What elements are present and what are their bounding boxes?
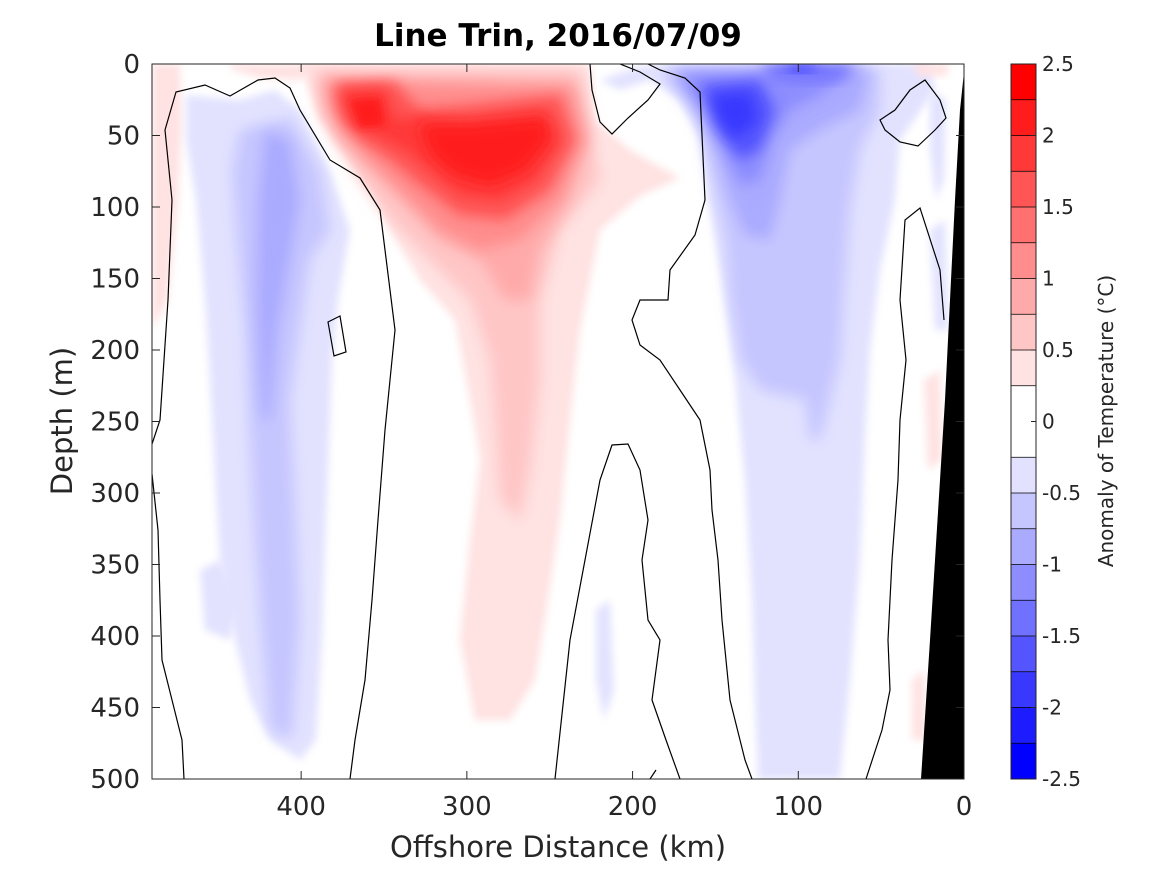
colorbar-band [1011,242,1036,279]
colorbar-tick-label: -2 [1042,696,1062,720]
anomaly-contour-region [200,560,240,640]
x-axis: 400 300 200 100 0 [276,64,972,822]
colorbar-band [1011,493,1036,529]
x-tick-label: 100 [773,792,823,822]
plot-area [152,64,964,779]
colorbar-band [1011,278,1036,315]
colorbar-tick-label: 0.5 [1042,338,1074,362]
colorbar-band [1011,350,1036,386]
y-tick-label: 250 [90,408,140,438]
colorbar-band [1011,528,1036,565]
x-tick-label: 0 [956,792,973,822]
anomaly-contour-region [712,92,758,140]
anomaly-contour-region [930,90,946,200]
y-tick-label: 350 [90,551,140,581]
zero-contour-mid [631,64,753,779]
zero-contour-nearshore [865,206,945,779]
anomaly-contour-region [660,68,880,440]
colorbar-label: Anomaly of Temperature (°C) [1094,275,1118,567]
anomaly-contour-region [930,220,948,330]
colorbar-band [1011,207,1036,243]
zero-contour-warm-plume [589,64,661,135]
anomaly-contour-region [596,600,614,720]
anomaly-contour-region [350,98,385,128]
anomaly-contour-region [785,64,820,72]
zero-contour-shelf [649,769,657,779]
anomaly-contour-region [924,370,942,470]
colorbar-tick-label: -1.5 [1042,624,1081,648]
anomaly-contour-region [912,670,926,740]
y-tick-label: 50 [107,122,140,152]
anomaly-contour-region [300,64,680,720]
y-tick-label: 0 [123,50,140,80]
x-axis-label: Offshore Distance (km) [390,830,726,864]
x-tick-label: 300 [442,792,492,822]
y-tick-label: 450 [90,694,140,724]
colorbar-band [1011,64,1036,100]
zero-contour-far-offshore [152,473,185,779]
anomaly-contour-region [760,64,860,82]
colorbar-tick-label: 1.5 [1042,195,1074,219]
colorbar-band [1011,314,1036,350]
y-tick-label: 500 [90,765,140,795]
anomaly-contour-region [232,118,330,740]
anomaly-contour-region [152,64,182,330]
colorbar-band [1011,99,1036,136]
colorbar-band [1011,743,1036,779]
zero-contour-deep-tongue [554,443,681,779]
colorbar-tick-label: 2 [1042,124,1055,148]
colorbar-band [1011,171,1036,207]
y-tick-label: 150 [90,265,140,295]
zero-contour-offshore [152,77,396,779]
anomaly-contour-region [256,130,300,420]
colorbar-band [1011,671,1036,708]
anomaly-contour-region [600,64,935,779]
colorbar-tick-label: 2.5 [1042,52,1074,76]
chart-title: Line Trin, 2016/07/09 [374,18,742,54]
y-tick-label: 400 [90,622,140,652]
anomaly-field [152,64,950,779]
colorbar-band [1011,600,1036,636]
colorbar-band [1011,707,1036,744]
zero-contour-small-loop [327,315,347,357]
colorbar-tick-label: -1 [1042,553,1062,577]
x-tick-label: 200 [608,792,658,822]
x-tick-label: 400 [276,792,326,822]
colorbar-band [1011,564,1036,601]
colorbar-tick-label: -0.5 [1042,481,1081,505]
colorbar-band [1011,636,1036,672]
y-tick-label: 300 [90,479,140,509]
colorbar-band [1011,135,1036,172]
zero-contour-nearshore-upper [879,79,947,147]
anomaly-contour-region [912,64,950,76]
y-tick-label: 200 [90,336,140,366]
anomaly-contour-region [230,64,320,80]
y-axis: 0 50 100 150 200 250 300 350 400 450 500 [90,50,964,795]
colorbar: 2.5 2 1.5 1 0.5 0 -0.5 -1 -1.5 -2 -2.5 [1010,52,1081,791]
colorbar-tick-label: 1 [1042,267,1055,291]
anomaly-contour-region [420,118,550,185]
y-axis-label: Depth (m) [45,347,79,495]
colorbar-tick-label: 0 [1042,410,1055,434]
colorbar-tick-label: -2.5 [1042,767,1081,791]
colorbar-band [1011,457,1036,493]
y-tick-label: 100 [90,193,140,223]
bathymetry [921,72,964,779]
zero-contours [152,64,947,779]
